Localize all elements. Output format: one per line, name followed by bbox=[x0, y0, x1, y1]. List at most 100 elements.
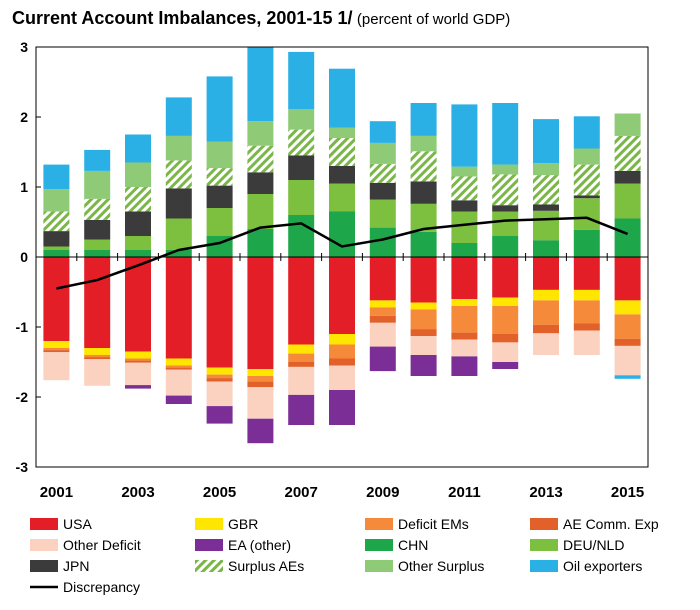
chart-title-block: Current Account Imbalances, 2001-15 1/ (… bbox=[12, 8, 510, 29]
bar-surplus-aes-2008 bbox=[329, 138, 355, 166]
bar-other-deficit-neg-2001 bbox=[43, 352, 70, 381]
bar-oil-exporters-2013 bbox=[533, 119, 559, 164]
bar-other-deficit-neg-2007 bbox=[288, 366, 315, 395]
bar-gbr-neg-2008 bbox=[329, 334, 355, 345]
bar-other-surplus-2015 bbox=[614, 113, 641, 136]
bar-jpn-2006 bbox=[247, 172, 274, 194]
bar-deficit-ems-neg-2002 bbox=[84, 355, 111, 358]
bar-gbr-neg-2006 bbox=[247, 369, 274, 376]
chart-subtitle: (percent of world GDP) bbox=[356, 11, 511, 28]
bar-deficit-ems-neg-2010 bbox=[410, 309, 437, 330]
bar-usa-neg-2001 bbox=[43, 257, 70, 341]
bar-usa-neg-2014 bbox=[573, 257, 600, 290]
bar-deu-nld-2002 bbox=[84, 239, 111, 250]
bar-ae-comm-exp-neg-2001 bbox=[43, 350, 70, 353]
legend-item-gbr: GBR bbox=[195, 516, 258, 532]
x-tick-label-2015: 2015 bbox=[611, 484, 644, 501]
legend-label-usa: USA bbox=[63, 516, 92, 532]
bar-oil-exporters-2009 bbox=[369, 121, 396, 143]
bar-other-deficit-neg-2010 bbox=[410, 336, 437, 355]
bar-chn-2009 bbox=[369, 227, 396, 257]
bar-other-deficit-neg-2006 bbox=[247, 387, 274, 419]
bar-other-surplus-2005 bbox=[206, 141, 233, 169]
bar-other-deficit-neg-2002 bbox=[84, 359, 111, 386]
bar-ae-comm-exp-neg-2007 bbox=[288, 362, 315, 367]
bar-jpn-2014 bbox=[573, 195, 600, 199]
legend: USA GBR Deficit EMs AE Comm. Exp Other Defic… bbox=[30, 516, 659, 595]
bar-deu-nld-2011 bbox=[451, 211, 478, 243]
y-tick-label-2: -2 bbox=[16, 389, 29, 405]
bar-surplus-aes-2009 bbox=[369, 163, 396, 183]
bar-ea-other-neg-2004 bbox=[165, 395, 192, 404]
bar-usa-neg-2012 bbox=[492, 257, 519, 298]
legend-label-discrepancy: Discrepancy bbox=[63, 579, 140, 595]
bar-deu-nld-2007 bbox=[288, 180, 315, 215]
legend-label-ae-comm-exp: AE Comm. Exp bbox=[563, 516, 659, 532]
bar-chn-2002 bbox=[84, 250, 111, 257]
legend-swatch-usa bbox=[30, 518, 58, 530]
bar-ae-comm-exp-neg-2004 bbox=[165, 367, 192, 370]
bar-other-surplus-2008 bbox=[329, 127, 355, 138]
bar-ae-comm-exp-neg-2003 bbox=[125, 360, 151, 363]
legend-label-deu-nld: DEU/NLD bbox=[563, 537, 624, 553]
legend-swatch-chn bbox=[365, 539, 393, 551]
bar-usa-neg-2011 bbox=[451, 257, 478, 299]
bar-chn-2011 bbox=[451, 243, 478, 257]
bars-layer bbox=[43, 47, 641, 444]
bar-deu-nld-2013 bbox=[533, 210, 559, 241]
bar-ea-other-neg-2010 bbox=[410, 355, 437, 376]
bar-jpn-2013 bbox=[533, 204, 559, 211]
bar-gbr-neg-2004 bbox=[165, 358, 192, 366]
bar-usa-neg-2005 bbox=[206, 257, 233, 368]
bar-other-deficit-neg-2005 bbox=[206, 381, 233, 407]
legend-label-surplus-aes: Surplus AEs bbox=[228, 558, 304, 574]
bar-ae-comm-exp-neg-2010 bbox=[410, 329, 437, 337]
bar-jpn-2002 bbox=[84, 219, 111, 240]
bar-ea-other-neg-2006 bbox=[247, 418, 274, 444]
bar-chn-2003 bbox=[125, 250, 151, 257]
bar-surplus-aes-2005 bbox=[206, 168, 233, 186]
bar-jpn-2009 bbox=[369, 182, 396, 200]
bar-ea-other-neg-2009 bbox=[369, 346, 396, 372]
x-tick-label-2005: 2005 bbox=[203, 484, 236, 501]
bar-chn-2008 bbox=[329, 211, 355, 257]
bar-ae-comm-exp-neg-2006 bbox=[247, 381, 274, 388]
bar-gbr-neg-2001 bbox=[43, 341, 70, 348]
legend-item-oil-exporters: Oil exporters bbox=[530, 558, 642, 574]
bar-surplus-aes-2015 bbox=[614, 135, 641, 171]
bar-jpn-2003 bbox=[125, 211, 151, 236]
bar-ae-comm-exp-neg-2014 bbox=[573, 323, 600, 331]
bar-chn-2010 bbox=[410, 231, 437, 257]
bar-gbr-neg-2011 bbox=[451, 299, 478, 306]
bar-jpn-2004 bbox=[165, 188, 192, 219]
bar-ea-other-neg-2012 bbox=[492, 362, 519, 369]
bar-jpn-2005 bbox=[206, 185, 233, 208]
bar-usa-neg-2008 bbox=[329, 257, 355, 334]
y-tick-label-0: 0 bbox=[20, 249, 28, 265]
bar-ae-comm-exp-neg-2005 bbox=[206, 378, 233, 382]
y-tick-label-2: 2 bbox=[20, 109, 28, 125]
bar-deu-nld-2015 bbox=[614, 183, 641, 219]
bar-deficit-ems-neg-2012 bbox=[492, 306, 519, 334]
bar-gbr-neg-2010 bbox=[410, 302, 437, 310]
bar-deu-nld-2005 bbox=[206, 208, 233, 236]
legend-label-other-surplus: Other Surplus bbox=[398, 558, 484, 574]
bar-jpn-2001 bbox=[43, 231, 70, 247]
bar-surplus-aes-2013 bbox=[533, 175, 559, 205]
bar-surplus-aes-2007 bbox=[288, 129, 315, 156]
bar-other-surplus-2001 bbox=[43, 189, 70, 212]
legend-swatch-ea-other bbox=[195, 539, 223, 551]
bar-gbr-neg-2014 bbox=[573, 289, 600, 301]
legend-label-gbr: GBR bbox=[228, 516, 258, 532]
bar-other-surplus-2009 bbox=[369, 142, 396, 164]
bar-gbr-neg-2012 bbox=[492, 297, 519, 306]
bar-other-deficit-neg-2015 bbox=[614, 345, 641, 376]
bar-deficit-ems-neg-2003 bbox=[125, 358, 151, 361]
bar-ea-other-neg-2003 bbox=[125, 385, 151, 389]
discrepancy-layer bbox=[56, 216, 629, 290]
bar-surplus-aes-2006 bbox=[247, 145, 274, 173]
bar-oil-exporters-2001 bbox=[43, 164, 70, 190]
bar-other-deficit-neg-2011 bbox=[451, 339, 478, 357]
bar-other-surplus-2012 bbox=[492, 164, 519, 175]
